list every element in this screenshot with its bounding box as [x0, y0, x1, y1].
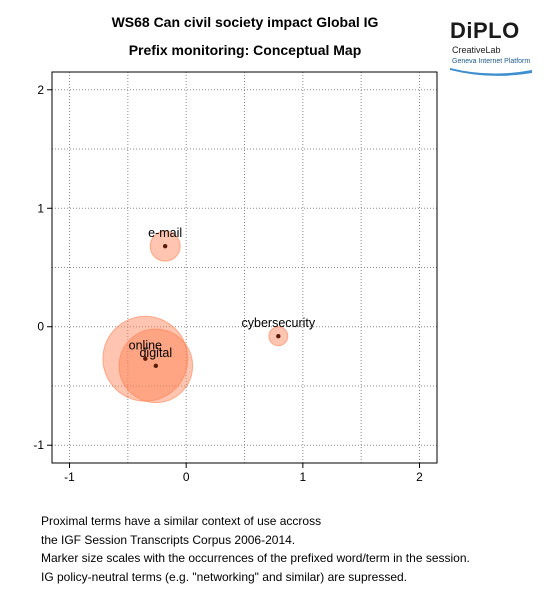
point-cybersecurity: [276, 334, 281, 339]
point-e-mail: [162, 243, 168, 249]
y-tick-label: -1: [33, 438, 44, 452]
logo-swoosh-icon: [450, 68, 532, 76]
point-digital: [153, 363, 159, 369]
chart-canvas: -1 0 1 2 -1 0 1 2 e-mail cybersecurity onlinedigit…: [33, 71, 438, 484]
caption-line: Marker size scales with the occurrences …: [41, 551, 470, 565]
caption-line: IG policy-neutral terms (e.g. "networkin…: [41, 569, 407, 584]
point-label-e-mail: e-mail: [148, 226, 182, 240]
diplo-logo: DiPLO CreativeLab Geneva Internet Platfo…: [450, 18, 540, 82]
point-online: [143, 356, 148, 361]
plot-frame: [51, 71, 438, 464]
chart-title-line1: WS68 Can civil society impact Global IG: [111, 14, 379, 30]
x-tick-label: 1: [299, 470, 306, 484]
caption-line: the IGF Session Transcripts Corpus 2006-…: [41, 532, 296, 547]
logo-sub: CreativeLab: [452, 45, 501, 55]
y-tick-label: 2: [37, 83, 44, 97]
point-label-digital: digital: [139, 346, 172, 360]
caption-line: Proximal terms have a similar context of…: [41, 514, 322, 528]
point-label-cybersecurity: cybersecurity: [242, 316, 316, 330]
y-tick-label: 0: [37, 320, 44, 334]
x-tick-label: 0: [183, 470, 190, 484]
point-label-online: online: [129, 339, 162, 353]
x-tick-label: 2: [416, 470, 423, 484]
y-tick-label: 1: [37, 201, 44, 215]
chart-caption: Proximal terms have a similar context of…: [41, 512, 470, 586]
chart-title-line2: Prefix monitoring: Conceptual Map: [128, 42, 362, 58]
x-tick-label: -1: [64, 470, 75, 484]
logo-name: DiPLO: [450, 18, 520, 43]
logo-tagline: Geneva Internet Platform: [452, 58, 531, 65]
